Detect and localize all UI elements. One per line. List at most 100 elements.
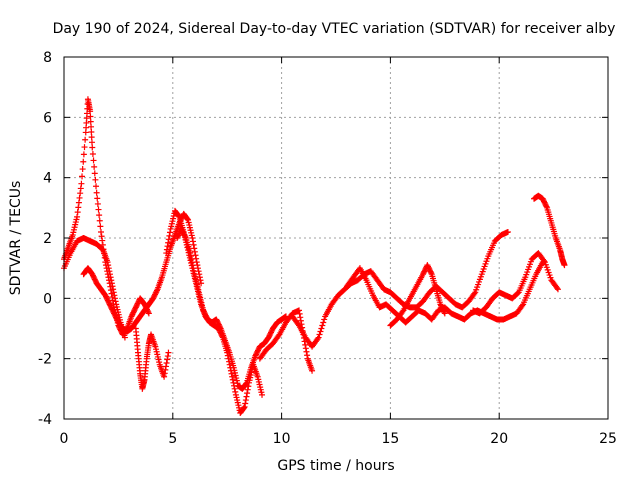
data-point	[104, 259, 111, 266]
data-point	[98, 233, 105, 240]
data-point	[105, 262, 112, 269]
data-point	[78, 180, 85, 187]
series-sat-track-4	[132, 325, 172, 392]
data-point	[561, 262, 568, 269]
data-point	[89, 150, 96, 157]
data-point	[108, 277, 115, 284]
data-point	[165, 349, 172, 356]
data-point	[303, 348, 310, 355]
data-point	[162, 366, 169, 373]
data-point	[190, 268, 197, 275]
data-point	[97, 223, 104, 230]
series-sat-track-9	[343, 259, 546, 326]
data-point	[244, 390, 251, 397]
data-point	[89, 144, 96, 151]
data-point	[111, 292, 118, 299]
x-tick-label: 5	[168, 431, 177, 447]
data-point	[242, 397, 249, 404]
data-point	[164, 353, 171, 360]
data-point	[243, 393, 250, 400]
data-point	[320, 319, 327, 326]
data-point	[93, 189, 100, 196]
data-point	[165, 236, 172, 243]
axis-ticks: 0 5 10 15 20 25 -4 -2 0 2 4 6 8	[38, 50, 617, 447]
data-point	[74, 213, 81, 220]
data-point	[166, 232, 173, 239]
data-point	[75, 204, 82, 211]
data-point	[296, 307, 303, 314]
data-point	[79, 166, 86, 173]
data-point	[161, 373, 168, 380]
y-tick-label: 8	[43, 50, 52, 66]
data-point	[317, 328, 324, 335]
data-point	[167, 229, 174, 236]
data-marks	[61, 96, 568, 416]
data-point	[441, 310, 448, 317]
data-point	[275, 332, 282, 339]
data-point	[77, 185, 84, 192]
data-point	[96, 217, 103, 224]
y-tick-label: 0	[43, 291, 52, 307]
series-sat-track-12	[531, 192, 568, 269]
data-point	[319, 322, 326, 329]
data-point	[321, 316, 328, 323]
data-point	[217, 324, 224, 331]
data-point	[190, 238, 197, 245]
data-point	[519, 302, 526, 309]
x-tick-label: 10	[273, 431, 291, 447]
data-point	[316, 331, 323, 338]
data-point	[107, 274, 114, 281]
data-point	[109, 283, 116, 290]
data-point	[232, 388, 239, 395]
data-point	[112, 298, 119, 305]
data-point	[540, 257, 547, 264]
data-point	[302, 345, 309, 352]
data-point	[94, 195, 101, 202]
data-point	[95, 206, 102, 213]
x-tick-label: 20	[490, 431, 508, 447]
data-point	[441, 309, 448, 316]
data-point	[74, 209, 81, 216]
data-point	[184, 216, 191, 223]
x-tick-label: 0	[60, 431, 69, 447]
series-sat-track-2	[61, 235, 128, 341]
data-point	[164, 356, 171, 363]
data-point	[188, 256, 195, 263]
series-sat-track-5	[163, 207, 266, 416]
data-point	[259, 391, 266, 398]
data-point	[107, 271, 114, 278]
data-point	[189, 235, 196, 241]
y-tick-label: -4	[38, 412, 52, 428]
data-point	[228, 370, 235, 377]
series-sat-track-10	[387, 262, 448, 329]
data-point	[90, 157, 97, 164]
data-point	[87, 118, 94, 125]
y-tick-label: 6	[43, 110, 52, 126]
series-sat-track-8	[289, 228, 511, 350]
data-point	[543, 203, 550, 210]
data-point	[162, 363, 169, 370]
data-point	[302, 341, 309, 348]
data-point	[189, 262, 196, 269]
data-point	[82, 136, 89, 143]
y-tick-label: -2	[38, 352, 52, 368]
data-point	[175, 213, 182, 220]
data-point	[296, 310, 303, 317]
series-sat-track-3	[80, 210, 205, 335]
data-point	[164, 243, 171, 250]
data-point	[231, 385, 238, 392]
data-point	[189, 259, 196, 266]
data-point	[80, 151, 87, 158]
data-point	[226, 361, 233, 368]
chart-title: Day 190 of 2024, Sidereal Day-to-day VTE…	[53, 21, 616, 37]
data-point	[192, 252, 199, 259]
data-point	[88, 134, 95, 141]
data-point	[318, 325, 325, 332]
y-tick-label: 2	[43, 231, 52, 247]
data-point	[161, 370, 168, 377]
data-point	[110, 286, 117, 293]
data-point	[399, 308, 406, 315]
data-point	[81, 144, 88, 151]
data-point	[99, 237, 106, 244]
